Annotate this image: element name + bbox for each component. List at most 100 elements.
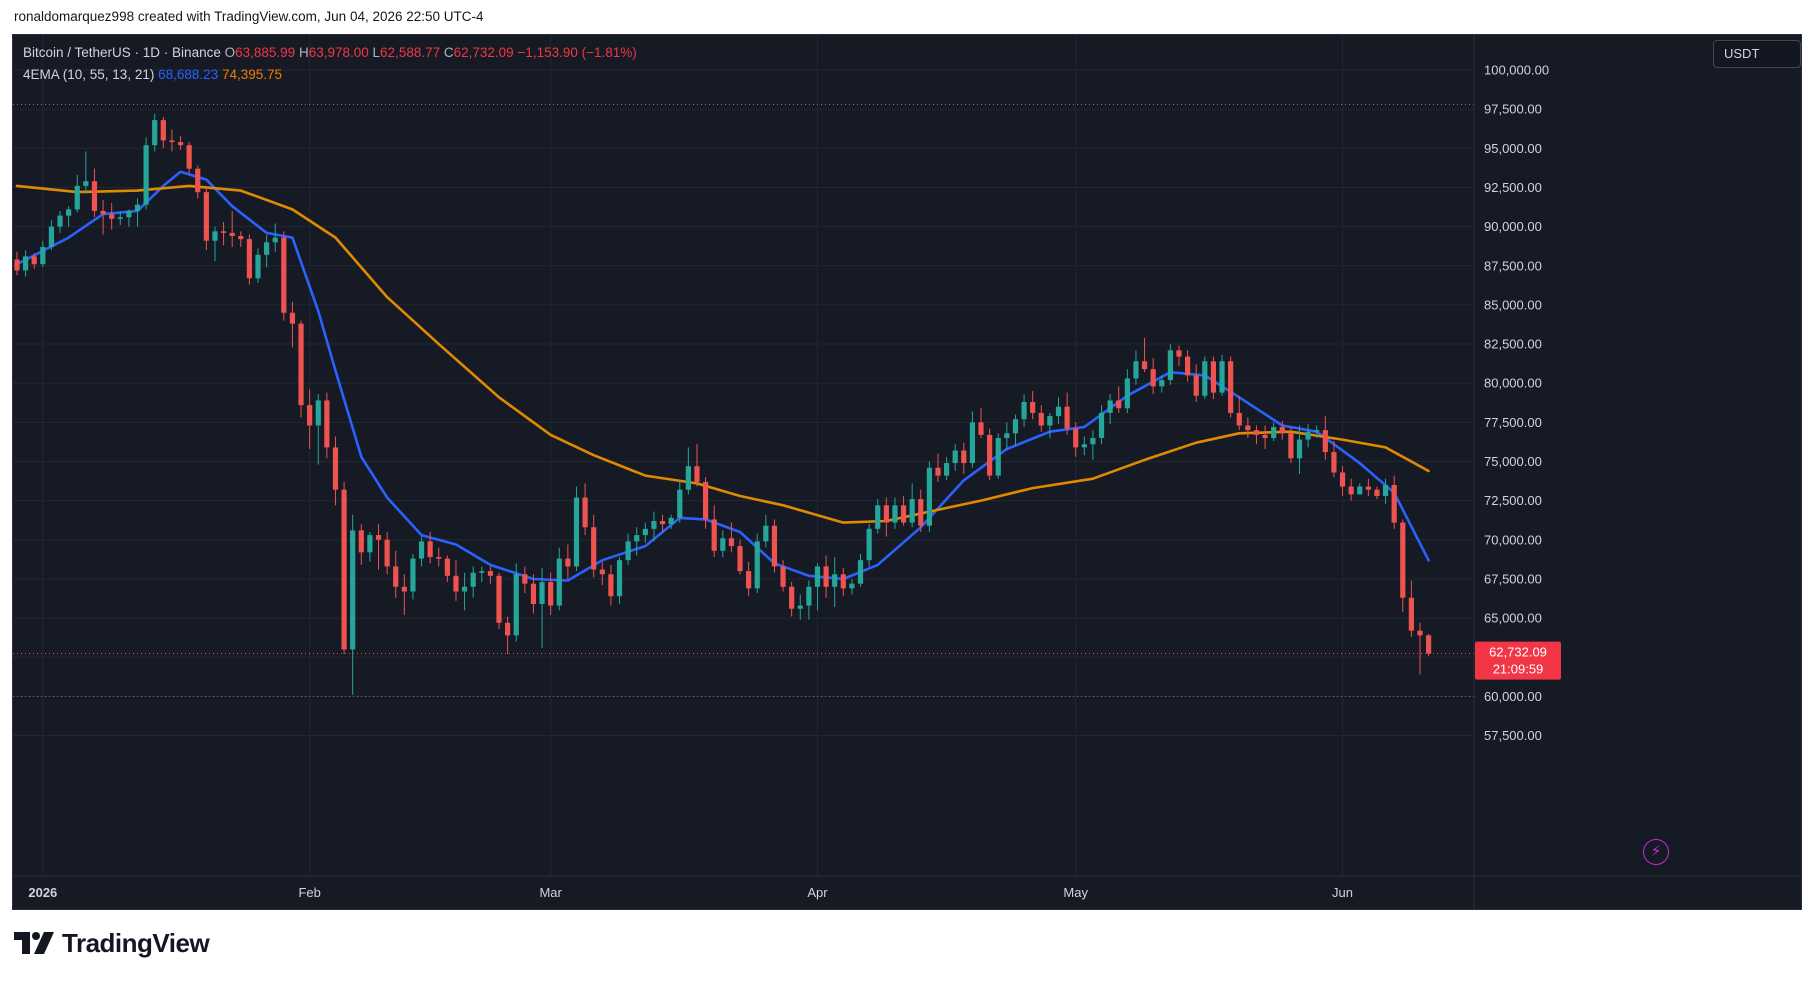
candle	[608, 564, 614, 606]
brand-name: TradingView	[62, 927, 210, 958]
candle-body	[746, 571, 752, 589]
y-tick-label: 72,500.00	[1484, 493, 1542, 508]
candle-body	[1098, 412, 1105, 439]
candle	[1305, 423, 1311, 448]
candle	[582, 483, 588, 536]
candle	[763, 514, 769, 548]
candle	[978, 408, 984, 439]
currency-button[interactable]: USDT	[1713, 40, 1801, 68]
change-value: −1,153.90 (−1.81%)	[517, 45, 637, 60]
y-tick-label: 87,500.00	[1484, 258, 1542, 273]
candle-body	[40, 246, 46, 265]
candle	[238, 231, 244, 247]
candle-body	[152, 120, 158, 146]
candle	[771, 519, 778, 573]
candle-body	[1288, 433, 1294, 459]
candle	[272, 223, 278, 252]
price-tag-value: 62,732.09	[1489, 645, 1547, 660]
candle	[728, 522, 735, 553]
candle-body	[117, 217, 123, 219]
candle	[298, 320, 304, 418]
candle-body	[1271, 427, 1277, 439]
candle-body	[324, 400, 330, 448]
candle-body	[238, 235, 244, 240]
price-tag-box	[1475, 641, 1561, 680]
candle	[591, 514, 597, 578]
candle	[900, 495, 907, 526]
candle	[702, 477, 709, 529]
candle-body	[780, 566, 786, 587]
candle	[186, 142, 192, 174]
chart-panel[interactable]: 57,500.0060,000.0062,500.0065,000.0067,5…	[12, 34, 1802, 910]
candle	[40, 240, 46, 268]
candle-body	[832, 574, 838, 587]
candle	[1021, 394, 1027, 428]
open-label: O	[224, 45, 236, 60]
y-tick-label: 82,500.00	[1484, 337, 1542, 352]
candle-body	[384, 539, 390, 567]
candle-body	[789, 586, 795, 609]
candle	[1210, 356, 1217, 399]
x-axis-label: 2026	[28, 885, 57, 900]
candle	[126, 209, 132, 227]
candle-body	[1426, 635, 1432, 654]
candle	[375, 524, 382, 570]
candle	[935, 453, 941, 482]
candle-body	[418, 541, 425, 559]
tradingview-logo[interactable]: TradingView	[14, 926, 210, 960]
candle	[840, 567, 846, 597]
price-chart[interactable]: 57,500.0060,000.0062,500.0065,000.0067,5…	[13, 35, 1801, 909]
candle-body	[220, 231, 227, 233]
y-tick-label: 95,000.00	[1484, 141, 1542, 156]
lightning-icon[interactable]: ⚡︎	[1643, 839, 1669, 865]
candle	[1047, 412, 1053, 439]
candle	[332, 436, 339, 506]
candle-body	[694, 466, 700, 482]
candle	[1288, 427, 1294, 464]
candle-body	[272, 237, 278, 243]
indicator-legend[interactable]: 4EMA (10, 55, 13, 21) 68,688.23 74,395.7…	[23, 67, 282, 82]
indicator-title[interactable]: 4EMA (10, 55, 13, 21)	[23, 67, 155, 82]
candle	[780, 560, 786, 592]
ohlc-legend[interactable]: Bitcoin / TetherUS · 1D · Binance O63,88…	[23, 45, 637, 60]
candle	[1374, 486, 1380, 500]
candle	[470, 566, 476, 598]
candle	[109, 203, 115, 230]
price-tag-countdown: 21:09:59	[1493, 662, 1544, 677]
candle-body	[1141, 361, 1148, 370]
candle-body	[608, 574, 614, 597]
candle	[1228, 356, 1234, 418]
candle	[952, 444, 958, 471]
candle-body	[57, 215, 63, 227]
y-tick-label: 65,000.00	[1484, 611, 1542, 626]
candle-body	[823, 566, 829, 587]
symbol-title[interactable]: Bitcoin / TetherUS · 1D · Binance	[23, 45, 221, 60]
candle-body	[195, 168, 201, 193]
candle	[134, 198, 141, 227]
candle-body	[1236, 412, 1242, 426]
candle-body	[1185, 356, 1191, 376]
candle-body	[530, 583, 537, 605]
candle	[505, 616, 511, 655]
candle-body	[1339, 472, 1346, 487]
candle-body	[48, 226, 55, 247]
candle-body	[1365, 486, 1371, 490]
candle-body	[143, 145, 149, 205]
candle-body	[160, 120, 166, 141]
grid	[13, 35, 1474, 876]
candle	[926, 461, 932, 532]
candle-body	[952, 450, 958, 464]
candles	[14, 113, 1432, 695]
candle-body	[573, 497, 580, 567]
y-tick-label: 70,000.00	[1484, 532, 1542, 547]
candle-body	[264, 242, 270, 255]
candle-body	[616, 560, 623, 597]
candle-body	[23, 256, 29, 271]
candle	[987, 428, 993, 481]
candle-body	[634, 535, 640, 542]
candle-body	[186, 145, 192, 169]
candle-body	[556, 558, 562, 606]
candle-body	[461, 586, 468, 592]
candle-body	[806, 586, 812, 606]
candle	[1098, 405, 1105, 445]
